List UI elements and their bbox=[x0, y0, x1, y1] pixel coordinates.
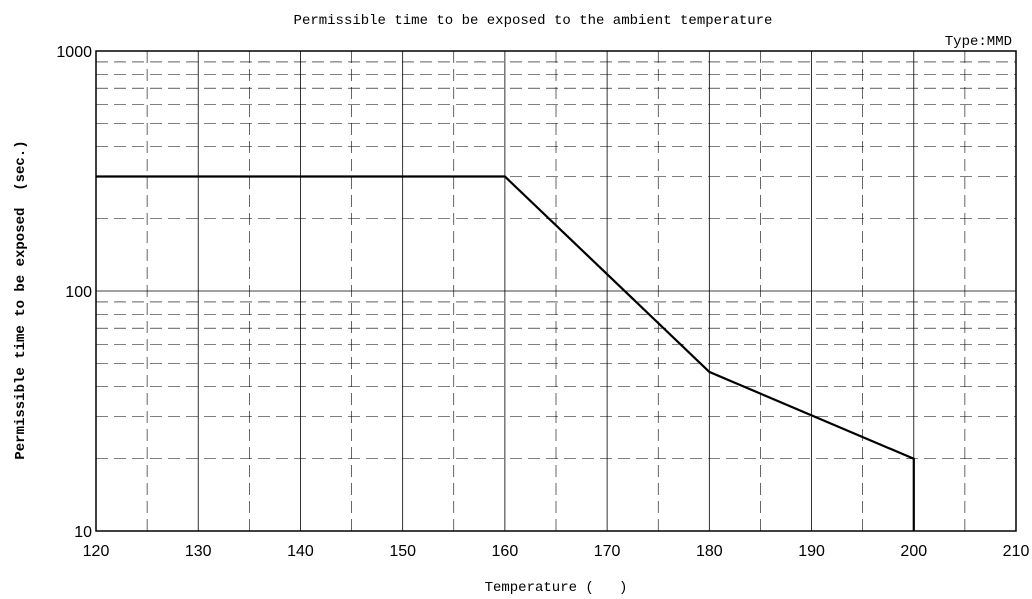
grid bbox=[96, 51, 1016, 531]
chart-subtitle: Type:MMD bbox=[945, 34, 1012, 50]
x-tick-label: 200 bbox=[900, 543, 927, 560]
x-tick-label: 130 bbox=[185, 543, 212, 560]
y-tick-label: 100 bbox=[65, 284, 92, 301]
y-axis-label: Permissible time to be exposed (sec.) bbox=[13, 140, 29, 459]
x-tick-label: 150 bbox=[389, 543, 416, 560]
y-tick-label: 1000 bbox=[56, 44, 92, 61]
x-tick-label: 180 bbox=[696, 543, 723, 560]
x-tick-label: 140 bbox=[287, 543, 314, 560]
tick-labels: 120 130 140 150 160 170 180 190 200 210 10 100 1000 bbox=[56, 44, 1029, 560]
x-tick-label: 210 bbox=[1003, 543, 1030, 560]
series-layer bbox=[96, 175, 915, 531]
x-tick-label: 120 bbox=[83, 543, 110, 560]
x-tick-label: 160 bbox=[492, 543, 519, 560]
x-tick-label: 170 bbox=[594, 543, 621, 560]
y-tick-label: 10 bbox=[74, 524, 92, 541]
plot-area bbox=[95, 50, 1017, 532]
chart-title: Permissible time to be exposed to the am… bbox=[294, 13, 773, 29]
x-axis-label: Temperature ( ) bbox=[485, 580, 628, 596]
x-tick-label: 190 bbox=[798, 543, 825, 560]
series-line-0 bbox=[96, 175, 915, 531]
